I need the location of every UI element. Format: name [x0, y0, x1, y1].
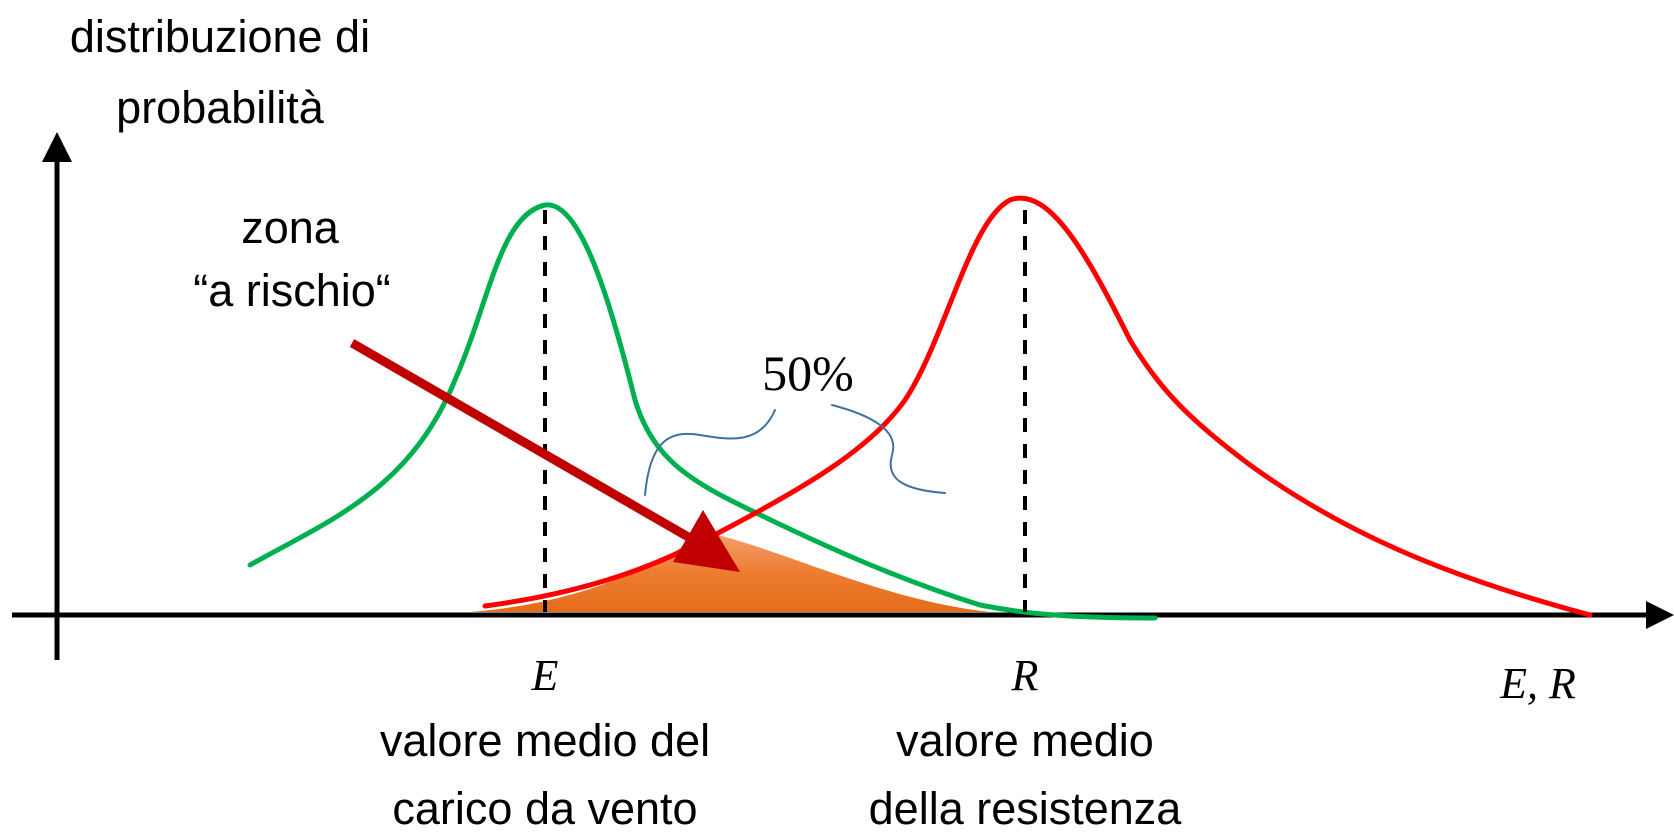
- mean-load-symbol: E: [531, 651, 559, 700]
- mean-resistance-caption-line2: della resistenza: [869, 783, 1183, 832]
- percent-brace: [644, 404, 946, 496]
- x-axis-label: E, R: [1499, 659, 1576, 708]
- risk-zone-label-line1: zona: [241, 202, 340, 253]
- y-axis-label-line1: distribuzione di: [70, 11, 370, 62]
- axes: [12, 155, 1650, 660]
- risk-zone-area: [470, 532, 990, 612]
- load-distribution-curve: [247, 202, 1158, 621]
- mean-resistance-symbol: R: [1011, 651, 1039, 700]
- mean-load-caption-line2: carico da vento: [392, 783, 697, 832]
- x-axis-arrowhead: [1646, 601, 1674, 629]
- y-axis-label-line2: probabilità: [116, 82, 325, 133]
- mean-load-caption-line1: valore medio del: [380, 715, 710, 766]
- resistance-distribution-curve: [482, 195, 1593, 618]
- risk-arrow-head: [673, 510, 740, 572]
- y-axis-arrowhead: [42, 132, 72, 162]
- risk-zone-label-line2: “a rischio“: [193, 265, 391, 316]
- percent-label: 50%: [762, 345, 854, 401]
- risk-arrow-shaft: [349, 339, 693, 542]
- mean-resistance-caption-line1: valore medio: [896, 715, 1154, 766]
